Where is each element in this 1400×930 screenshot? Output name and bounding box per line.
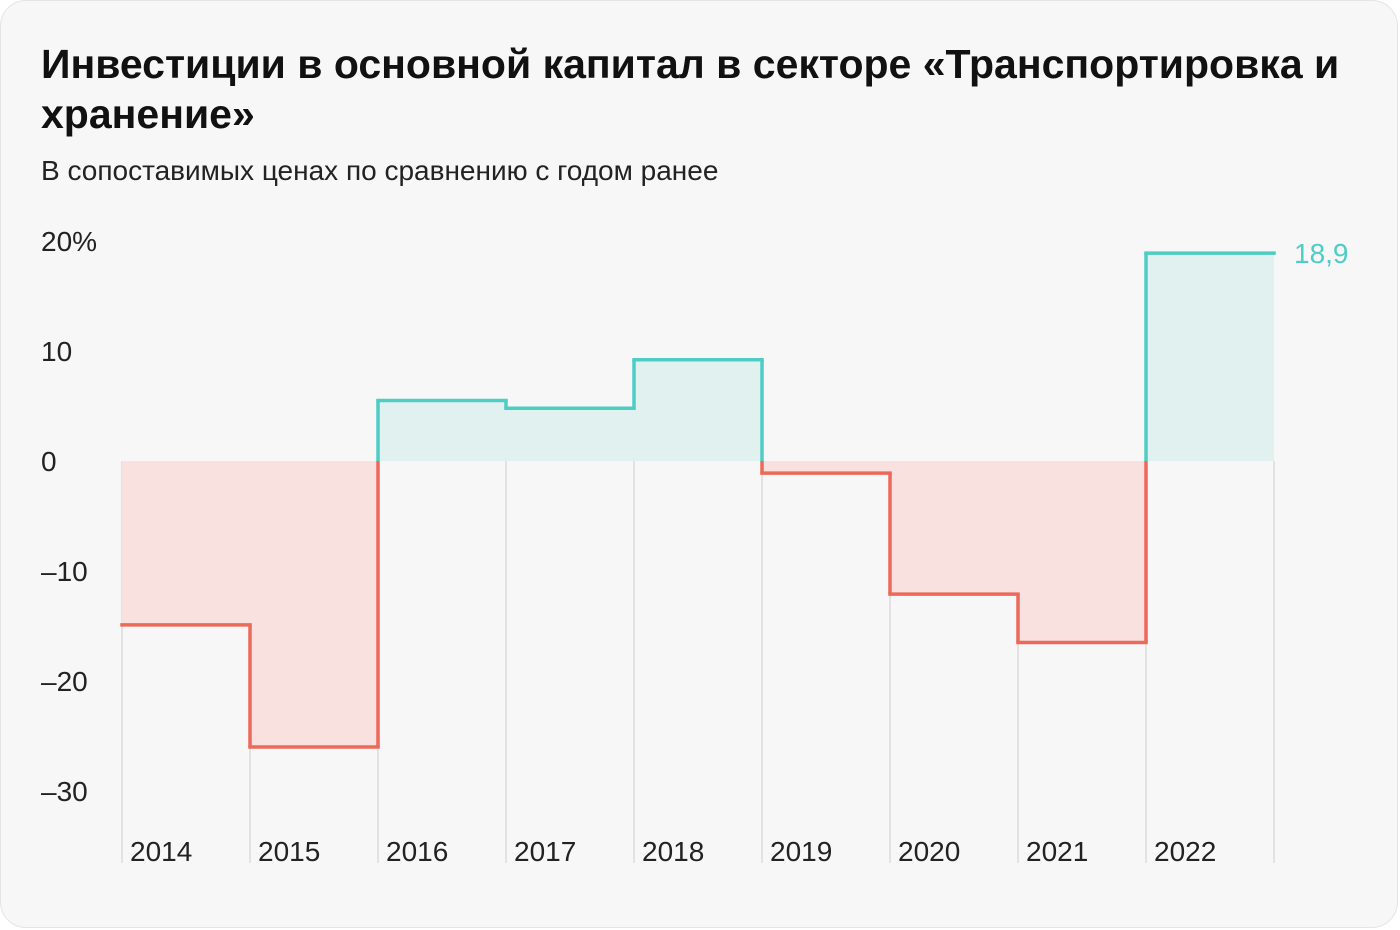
y-tick-label: 0 xyxy=(41,446,57,477)
x-tick-label-2019: 2019 xyxy=(770,836,832,867)
data-label-2022: 18,9 xyxy=(1294,238,1349,269)
area-fill-2016 xyxy=(378,400,506,461)
chart-title: Инвестиции в основной капитал в секторе … xyxy=(41,41,1340,137)
y-tick-label: –20 xyxy=(41,666,88,697)
x-tick-label-2020: 2020 xyxy=(898,836,960,867)
y-tick-label: –10 xyxy=(41,556,88,587)
area-fill-2018 xyxy=(634,359,762,461)
x-tick-label-2014: 2014 xyxy=(130,836,192,867)
area-fill-2019 xyxy=(762,461,890,474)
x-tick-label-2018: 2018 xyxy=(642,836,704,867)
area-fill-2021 xyxy=(1018,461,1146,643)
area-fill-2014 xyxy=(122,461,250,625)
area-fill-2017 xyxy=(506,408,634,461)
area-fill-2022 xyxy=(1146,253,1274,461)
x-tick-label-2017: 2017 xyxy=(514,836,576,867)
area-fill-2020 xyxy=(890,461,1018,595)
area-fill-2015 xyxy=(250,461,378,747)
chart-subtitle: В сопоставимых ценах по сравнению с годо… xyxy=(41,155,719,186)
y-tick-label: –30 xyxy=(41,776,88,807)
x-tick-label-2016: 2016 xyxy=(386,836,448,867)
x-tick-label-2022: 2022 xyxy=(1154,836,1216,867)
y-tick-label: 10 xyxy=(41,336,72,367)
x-tick-label-2015: 2015 xyxy=(258,836,320,867)
y-tick-label: 20% xyxy=(41,226,97,257)
x-tick-label-2021: 2021 xyxy=(1026,836,1088,867)
